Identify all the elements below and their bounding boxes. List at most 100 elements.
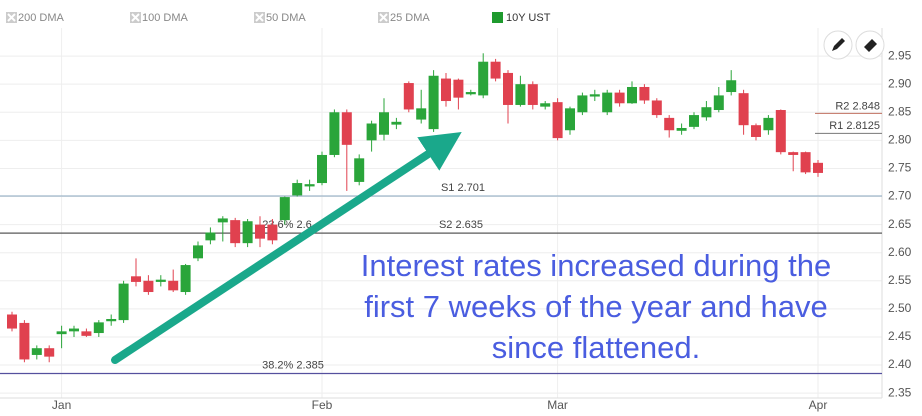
candle-body [627, 86, 637, 104]
candle-body [106, 318, 117, 322]
candle-body [565, 108, 575, 131]
candle-body [143, 280, 154, 293]
candle-body [639, 86, 650, 101]
candle-body [155, 279, 166, 282]
y-tick-label: 2.90 [888, 76, 912, 90]
candle-body [317, 154, 327, 184]
candle-body [602, 92, 613, 113]
candle-body [230, 220, 241, 244]
candle-body [379, 112, 389, 135]
x-tick-label: Mar [547, 398, 568, 412]
candle-body [93, 322, 104, 334]
x-tick-label: Jan [52, 398, 71, 412]
candle-body [465, 92, 476, 95]
x-tick-label: Apr [809, 398, 828, 412]
legend-label: 50 DMA [266, 12, 306, 24]
candle-body [329, 112, 340, 155]
candle-body [19, 322, 30, 360]
level-label: 38.2% 2.385 [262, 359, 324, 371]
candle-body [391, 121, 402, 125]
y-tick-label: 2.45 [888, 329, 912, 343]
candle-body [366, 123, 377, 141]
legend-label: 25 DMA [390, 12, 430, 24]
candle-body [540, 103, 551, 107]
candle-body [453, 79, 464, 98]
pivot-label: R2 2.848 [835, 100, 880, 112]
y-tick-label: 2.60 [888, 245, 912, 259]
y-tick-label: 2.65 [888, 217, 912, 231]
legend-x [7, 13, 16, 22]
y-tick-label: 2.55 [888, 273, 912, 287]
legend-swatch [492, 12, 503, 23]
candle-body [255, 224, 265, 239]
candle-body [726, 80, 737, 93]
candle-body [527, 84, 538, 105]
candle-body [292, 183, 303, 196]
candle-body [304, 184, 315, 187]
candle-body [354, 158, 365, 182]
candle-body [751, 125, 761, 137]
y-tick-label: 2.75 [888, 161, 912, 175]
candle-body [813, 162, 823, 173]
y-tick-label: 2.70 [888, 189, 912, 203]
candle-body [217, 218, 228, 223]
candle-body [800, 152, 811, 173]
candle-body [589, 94, 600, 97]
tools[interactable] [823, 30, 885, 60]
legend-label: 10Y UST [506, 12, 551, 24]
candle-body [168, 280, 179, 291]
candle-body [44, 348, 55, 357]
candle-body [416, 108, 427, 120]
y-tick-label: 2.95 [888, 48, 912, 62]
candle-body [788, 152, 799, 155]
pencil-icon [832, 38, 845, 51]
candle-body [738, 93, 749, 126]
annotation: since flattened. [492, 330, 701, 365]
candle-body [713, 95, 724, 111]
candle-body [242, 221, 253, 244]
candle-body [205, 232, 216, 241]
candle-body [515, 84, 526, 105]
eraser-icon [864, 39, 877, 52]
pivot-label: R1 2.8125 [829, 120, 880, 132]
candle-body [689, 115, 699, 127]
legend-x [131, 13, 140, 22]
candle-body [664, 117, 675, 131]
candle-body [56, 331, 67, 335]
y-tick-label: 2.50 [888, 301, 912, 315]
candle-body [651, 100, 662, 116]
level-label: S1 2.701 [441, 182, 485, 194]
annotation: first 7 weeks of the year and have [364, 289, 828, 324]
annotation: Interest rates increased during the [361, 248, 831, 283]
candle-body [180, 265, 191, 293]
candle-body [193, 245, 203, 259]
candle-body [403, 83, 414, 110]
candle-body [763, 117, 774, 131]
candle-body [676, 127, 687, 131]
candle-body [341, 112, 352, 145]
y-tick-label: 2.40 [888, 357, 912, 371]
legend-label: 100 DMA [142, 12, 189, 24]
candle-body [7, 314, 17, 329]
candle-body [577, 95, 588, 113]
candle-body [775, 110, 786, 153]
candle-body [267, 224, 278, 241]
candle-body [279, 197, 290, 221]
y-tick-label: 2.35 [888, 385, 912, 399]
candle-body [118, 283, 129, 321]
candle-body [490, 61, 501, 79]
candle-body [503, 72, 513, 105]
candle-body [81, 331, 92, 336]
plot: 2.35 2.40 2.45 2.50 2.55 2.60 2.65 2.70 2.75 2.80… [0, 48, 912, 412]
legend-x [255, 13, 264, 22]
candle-body [69, 328, 79, 332]
y-tick-label: 2.85 [888, 104, 912, 118]
candle-body [701, 107, 712, 118]
x-tick-label: Feb [312, 398, 333, 412]
arrow [111, 132, 462, 364]
candle-body [428, 75, 439, 130]
legend-label: 200 DMA [18, 12, 65, 24]
candle-body [441, 78, 451, 102]
candle-body [131, 276, 141, 282]
